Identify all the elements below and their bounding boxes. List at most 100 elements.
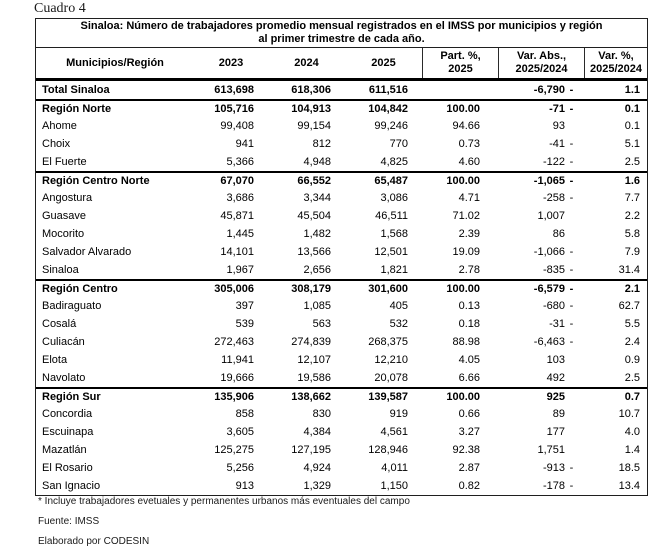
cell-var-abs: 86 (552, 228, 565, 240)
cell-2023: 305,006 (214, 283, 254, 295)
cell-part-pct: 100.00 (446, 175, 480, 187)
table-row: Región Centro 305,006 308,179 301,600 100.00… (36, 279, 647, 297)
row-label: Badiraguato (42, 300, 102, 312)
cell-var-pct: 2.4 (624, 336, 640, 348)
row-label: El Fuerte (42, 156, 87, 168)
cell-2024: 618,306 (291, 84, 331, 96)
cell-part-pct: 100.00 (446, 103, 480, 115)
cell-2024: 1,085 (303, 300, 331, 312)
col-header-part-pct-line2: 2025 (448, 63, 473, 75)
row-label: Angostura (42, 192, 93, 204)
negative-dash: - (569, 192, 574, 204)
col-header-part-pct: Part. %, 2025 (422, 48, 498, 78)
cell-part-pct: 4.71 (458, 192, 480, 204)
cell-2025: 405 (389, 300, 408, 312)
cell-2024: 2,656 (303, 264, 331, 276)
cell-var-pct: 0.7 (624, 391, 640, 403)
cell-2025: 3,086 (380, 192, 408, 204)
col-header-municipios-region: Municipios/Región (66, 56, 164, 69)
cell-var-abs: -6,579- (498, 283, 584, 295)
cell-part-pct: 71.02 (452, 210, 480, 222)
cell-2025: 99,246 (374, 120, 408, 132)
cell-2025: 919 (389, 408, 408, 420)
table-row: Región Sur 135,906 138,662 139,587 100.00 925… (36, 387, 647, 405)
table-row: Cosalá 539 563 532 0.18 -31- 5.5 (36, 315, 647, 333)
table-row: Navolato 19,666 19,586 20,078 6.66 492 2.5 (36, 369, 647, 387)
cell-var-abs: -835- (498, 264, 584, 276)
cell-2023: 613,698 (214, 84, 254, 96)
cell-2025: 12,501 (374, 246, 408, 258)
cell-2025: 301,600 (368, 283, 408, 295)
cell-2024: 812 (312, 138, 331, 150)
cell-2024: 104,913 (291, 103, 331, 115)
cell-var-pct: 0.1 (624, 120, 640, 132)
cell-var-abs: 89 (552, 408, 565, 420)
cell-2024: 4,384 (303, 426, 331, 438)
col-header-part-pct-line1: Part. %, (440, 50, 481, 62)
row-label: Elota (42, 354, 68, 366)
cell-part-pct: 0.66 (458, 408, 480, 420)
cell-var-abs: -178- (498, 480, 584, 492)
negative-dash: - (569, 156, 574, 168)
cell-var-pct: 2.5 (624, 156, 640, 168)
cell-2024: 4,924 (303, 462, 331, 474)
cell-2025: 65,487 (374, 175, 408, 187)
row-label: Culiacán (42, 336, 85, 348)
cell-2024: 66,552 (297, 175, 331, 187)
table-title-line2: al primer trimestre de cada año. (258, 33, 425, 45)
negative-dash: - (569, 264, 574, 276)
cell-2024: 3,344 (303, 192, 331, 204)
cell-part-pct: 2.78 (458, 264, 480, 276)
cell-var-abs: -31- (498, 318, 584, 330)
cell-2025: 1,568 (380, 228, 408, 240)
table-row: Región Norte 105,716 104,913 104,842 100.00 -… (36, 99, 647, 117)
imss-workers-table: Sinaloa: Número de trabajadores promedio… (35, 18, 648, 496)
col-header-var-pct: Var. %, 2025/2024 (584, 48, 647, 78)
cell-var-pct: 1.6 (624, 175, 640, 187)
row-label: San Ignacio (42, 480, 101, 492)
cell-var-abs: 93 (552, 120, 565, 132)
cell-2024: 138,662 (291, 391, 331, 403)
col-header-var-abs-line2: 2025/2024 (515, 63, 568, 75)
cell-2023: 272,463 (214, 336, 254, 348)
cell-part-pct: 19.09 (452, 246, 480, 258)
row-label: Mocorito (42, 228, 85, 240)
cell-part-pct: 100.00 (446, 283, 480, 295)
cell-var-abs: -122- (498, 156, 584, 168)
cell-2025: 4,825 (380, 156, 408, 168)
cell-2024: 830 (312, 408, 331, 420)
row-label: Concordia (42, 408, 93, 420)
table-body: Total Sinaloa 613,698 618,306 611,516 -6,790… (36, 81, 647, 495)
cell-var-abs: -6,463- (498, 336, 584, 348)
cell-2025: 12,210 (374, 354, 408, 366)
row-label: Sinaloa (42, 264, 79, 276)
cell-2025: 20,078 (374, 372, 408, 384)
cell-2023: 125,275 (214, 444, 254, 456)
table-row: Mazatlán 125,275 127,195 128,946 92.38 1,751 1… (36, 441, 647, 459)
row-label: Salvador Alvarado (42, 246, 132, 258)
cell-2023: 11,941 (221, 354, 254, 366)
cell-2023: 14,101 (220, 246, 254, 258)
row-label: Total Sinaloa (42, 84, 110, 96)
row-label: Escuinapa (42, 426, 94, 438)
cell-part-pct: 0.73 (458, 138, 480, 150)
cell-2025: 611,516 (368, 84, 408, 96)
cell-2025: 104,842 (368, 103, 408, 115)
col-header-2024: 2024 (294, 56, 319, 69)
cell-part-pct: 3.27 (458, 426, 480, 438)
cell-var-abs: -41- (498, 138, 584, 150)
cell-var-pct: 5.5 (624, 318, 640, 330)
col-header-var-pct-line2: 2025/2024 (590, 63, 642, 75)
cell-2025: 4,561 (380, 426, 408, 438)
cell-2024: 45,504 (297, 210, 331, 222)
cell-part-pct: 100.00 (446, 391, 480, 403)
cell-part-pct: 2.87 (458, 462, 480, 474)
row-label: Región Norte (42, 103, 112, 115)
cell-2024: 308,179 (291, 283, 331, 295)
footnotes: * Incluye trabajadores evetuales y perma… (38, 497, 410, 553)
cell-var-abs: 1,751 (537, 444, 565, 456)
cell-2024: 127,195 (291, 444, 331, 456)
cell-2023: 858 (235, 408, 254, 420)
table-row: Angostura 3,686 3,344 3,086 4.71 -258- 7.7 (36, 189, 647, 207)
